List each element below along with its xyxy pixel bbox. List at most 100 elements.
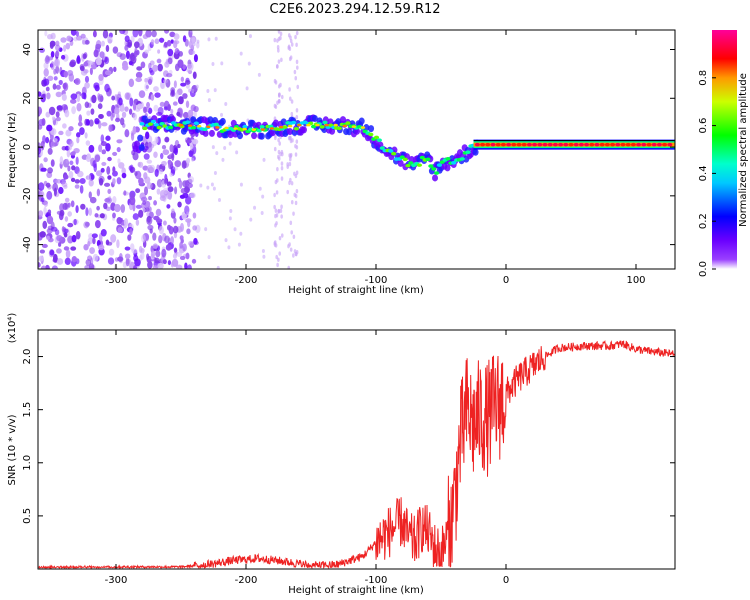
noise-speckle [55,116,61,122]
noise-speckle [139,254,143,262]
noise-speckle [50,159,55,167]
noise-speckle [84,132,88,139]
ridge-halo [227,131,234,139]
noise-speckle [136,127,140,133]
noise-speckle [124,35,130,43]
noise-speckle [172,225,179,234]
noise-speckle [47,33,53,40]
noise-speckle [184,79,191,85]
noise-speckle [153,200,157,206]
noise-speckle [42,93,46,98]
band-speckle [277,208,281,214]
noise-speckle [138,209,144,218]
noise-speckle [43,201,48,207]
noise-speckle [167,159,172,165]
band-speckle [295,108,299,113]
noise-speckle [173,80,177,89]
noise-speckle [147,224,154,231]
band-speckle [287,265,291,269]
noise-speckle [108,248,115,256]
ridge-halo [354,127,361,135]
noise-speckle [206,185,210,190]
noise-speckle [71,150,76,156]
x-tick-label: -200 [235,275,258,286]
noise-speckle [50,140,55,148]
noise-speckle [101,161,107,166]
noise-speckle [110,234,117,243]
noise-speckle [148,196,152,201]
noise-speckle [58,130,64,136]
noise-speckle [63,246,69,251]
noise-speckle [192,225,198,231]
noise-speckle [47,209,52,215]
noise-speckle [73,218,77,226]
noise-speckle [119,117,125,126]
noise-speckle [64,197,70,203]
noise-speckle [87,174,92,181]
noise-speckle [210,182,214,187]
noise-speckle [115,117,121,123]
noise-speckle [192,50,196,55]
noise-speckle [84,265,91,269]
noise-speckle [179,255,186,261]
noise-speckle [123,218,129,227]
ridge-core [242,124,248,129]
noise-speckle [174,147,178,156]
noise-speckle [98,175,105,184]
ridge-halo [300,126,307,134]
ridge-core [445,156,451,161]
snr-frame [37,329,676,570]
colorbar-tick-label: 0.6 [698,118,709,134]
carrier-peak [610,142,616,147]
noise-speckle [192,71,197,80]
noise-speckle [97,244,105,251]
ridge-core [147,122,154,126]
noise-speckle [94,213,99,218]
noise-speckle [108,124,113,132]
noise-speckle [90,257,94,266]
noise-speckle [75,205,79,214]
noise-speckle [170,236,175,245]
noise-speckle [180,82,187,87]
noise-speckle [193,54,198,63]
band-speckle [288,56,292,62]
ridge-halo [408,155,415,163]
noise-speckle [192,138,199,145]
noise-speckle [71,234,77,243]
noise-speckle [38,262,41,268]
band-speckle [294,152,298,157]
noise-speckle [88,119,94,127]
carrier-peak [511,142,517,147]
noise-speckle [138,30,143,37]
band-speckle [276,45,280,50]
noise-speckle [261,194,265,199]
carrier-peak [495,142,501,147]
noise-speckle [146,211,150,217]
noise-speckle [120,104,125,112]
carrier-peak [594,142,600,147]
noise-speckle [163,178,168,185]
noise-speckle [191,37,196,44]
noise-speckle [156,111,163,117]
noise-speckle [128,78,135,88]
noise-speckle [178,51,183,57]
noise-speckle [99,51,105,59]
snr-y-label: SNR (10 * v/v) [7,414,18,485]
noise-speckle [182,111,189,119]
noise-speckle [124,129,130,138]
noise-speckle [48,106,56,116]
noise-speckle [88,60,94,66]
spectrogram-plot-area [38,30,675,269]
noise-speckle [63,174,69,180]
noise-speckle [146,182,153,190]
noise-speckle [214,36,218,41]
carrier-peak [584,142,590,147]
noise-speckle [107,175,112,180]
noise-speckle [102,30,109,39]
noise-speckle [107,257,115,265]
noise-speckle [40,197,45,203]
ridge-core [419,155,425,160]
carrier-peak [506,142,512,147]
spectrogram-x-label: Height of straight line (km) [288,285,424,296]
noise-speckle [262,254,266,259]
